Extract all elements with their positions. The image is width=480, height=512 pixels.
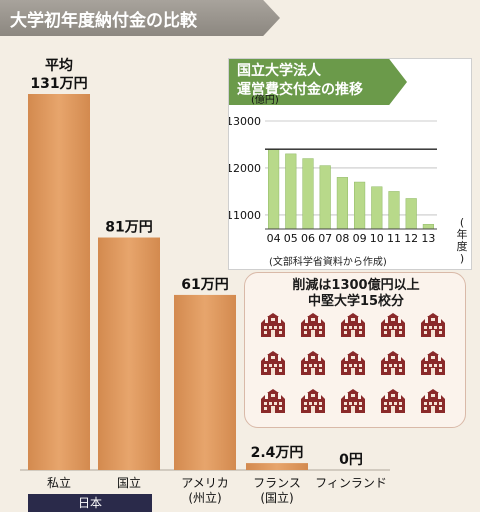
category-label-2-sub: (州立)	[188, 490, 221, 505]
subsidy-bar-6	[371, 186, 383, 230]
university-building-icon	[421, 351, 445, 375]
university-building-icon	[301, 389, 325, 413]
category-label-0: 私立	[47, 475, 71, 490]
subsidy-bar-1	[285, 153, 297, 230]
value-label-1: 81万円	[105, 220, 152, 236]
subsidy-bar-2	[302, 158, 314, 230]
subsidy-bar-9	[422, 224, 434, 230]
x-tick-2: 06	[301, 232, 315, 245]
value-label-4: 0円	[339, 452, 363, 468]
average-prefix: 平均	[45, 57, 73, 74]
subsidy-panel: 国立大学法人 運営費交付金の推移 (億円) 11000 12000 13000 04 05…	[228, 58, 472, 270]
x-tick-4: 08	[335, 232, 349, 245]
category-label-3: フランス	[253, 476, 301, 490]
category-label-1: 国立	[117, 475, 141, 490]
subsidy-bar-5	[354, 181, 366, 230]
university-building-icon	[341, 313, 365, 337]
cut-summary-text: 削減は1300億円以上 中堅大学15校分	[292, 278, 420, 309]
subsidy-title-banner	[229, 59, 407, 105]
category-label-3-sub: (国立)	[260, 490, 293, 505]
subsidy-x-axis-label: (年度)	[456, 216, 468, 265]
y-tick-0: 11000	[229, 209, 261, 222]
university-building-icon	[341, 389, 365, 413]
university-icon-grid	[255, 313, 459, 423]
university-building-icon	[261, 351, 285, 375]
bar-2	[174, 294, 236, 470]
category-label-4: フィンランド	[315, 476, 387, 490]
subsidy-y-axis-label: (億円)	[251, 93, 279, 106]
university-building-icon	[301, 351, 325, 375]
subsidy-bar-4	[336, 177, 348, 230]
university-building-icon	[261, 313, 285, 337]
x-tick-3: 07	[318, 232, 332, 245]
japan-group-label: 日本	[28, 494, 152, 512]
x-tick-6: 10	[370, 232, 384, 245]
value-label-3: 2.4万円	[251, 445, 304, 461]
subsidy-bar-7	[388, 191, 400, 230]
subsidy-bar-3	[319, 165, 331, 230]
main-title-banner	[0, 0, 280, 36]
category-label-2: アメリカ	[181, 476, 228, 490]
university-building-icon	[261, 389, 285, 413]
y-tick-2: 13000	[229, 115, 261, 128]
x-tick-7: 11	[387, 232, 401, 245]
value-label-0: 131万円	[30, 76, 87, 92]
subsidy-bar-chart: (億円) 11000 12000 13000 04 05 06 07 08 09 10 11 12 13	[229, 93, 437, 245]
bar-0	[28, 94, 90, 470]
subsidy-bar-8	[405, 198, 417, 230]
university-building-icon	[421, 313, 445, 337]
university-building-icon	[381, 313, 405, 337]
university-building-icon	[381, 351, 405, 375]
subsidy-title: 国立大学法人 運営費交付金の推移	[237, 63, 363, 98]
university-building-icon	[301, 313, 325, 337]
university-building-icon	[421, 389, 445, 413]
x-tick-5: 09	[353, 232, 367, 245]
bar-1	[98, 237, 160, 470]
x-tick-9: 13	[421, 232, 435, 245]
source-note: (文部科学省資料から作成)	[269, 257, 387, 268]
value-label-2: 61万円	[181, 277, 228, 293]
bar-3	[246, 463, 308, 470]
main-title: 大学初年度納付金の比較	[10, 11, 197, 31]
x-tick-8: 12	[404, 232, 418, 245]
x-tick-1: 05	[284, 232, 298, 245]
cut-summary-box: 削減は1300億円以上 中堅大学15校分	[244, 272, 466, 428]
university-building-icon	[381, 389, 405, 413]
x-tick-0: 04	[267, 232, 281, 245]
subsidy-bar-0	[268, 148, 280, 230]
university-building-icon	[341, 351, 365, 375]
y-tick-1: 12000	[229, 162, 261, 175]
